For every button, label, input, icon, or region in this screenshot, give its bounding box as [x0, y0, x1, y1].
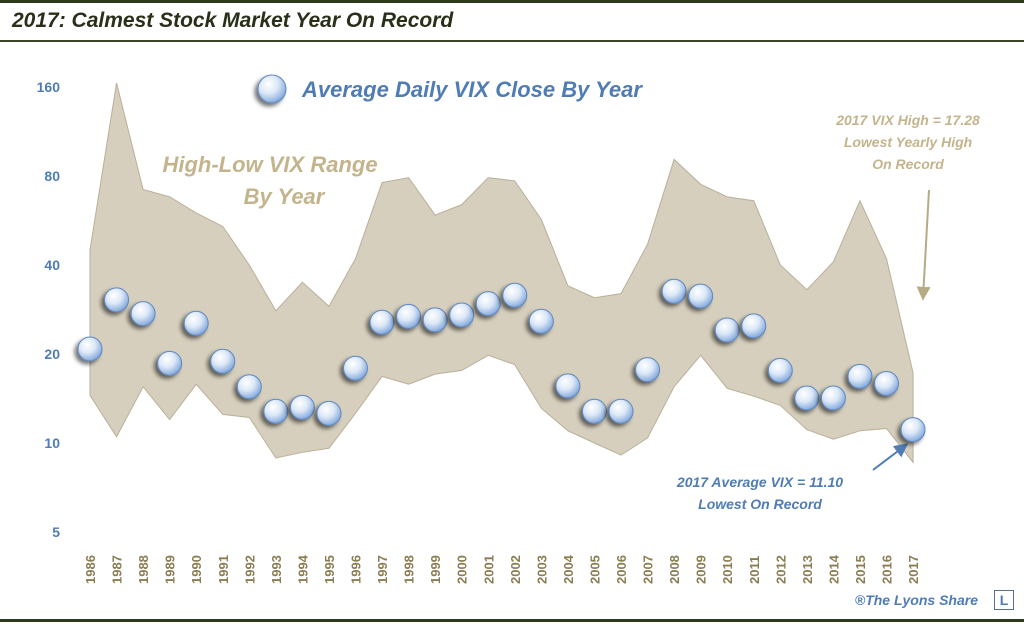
- average-vix-bubble: [157, 350, 183, 376]
- y-tick-label: 80: [44, 168, 60, 184]
- chart-title: 2017: Calmest Stock Market Year On Recor…: [12, 9, 454, 32]
- y-tick-label: 160: [37, 79, 61, 95]
- x-tick-label: 2017: [906, 555, 921, 584]
- title-bar: 2017: Calmest Stock Market Year On Recor…: [0, 0, 1024, 40]
- legend-average-label: Average Daily VIX Close By Year: [301, 77, 643, 102]
- x-tick-label: 2015: [853, 555, 868, 584]
- average-vix-bubble: [396, 303, 422, 329]
- x-tick-label: 2010: [720, 555, 735, 584]
- y-axis-ticks: 160 80 40 20 10 5: [37, 79, 61, 540]
- average-vix-bubble: [635, 357, 661, 383]
- average-vix-bubble: [820, 385, 846, 411]
- annotation-avg-line2: Lowest On Record: [698, 496, 822, 512]
- average-vix-bubble: [847, 363, 873, 389]
- average-vix-bubble: [767, 357, 793, 383]
- lyons-logo-icon: L: [994, 590, 1014, 610]
- average-vix-bubble: [794, 385, 820, 411]
- x-tick-label: 1986: [83, 555, 98, 584]
- average-vix-bubble: [369, 309, 395, 335]
- average-vix-bubble: [449, 302, 475, 328]
- x-tick-label: 1999: [428, 555, 443, 584]
- x-tick-label: 1989: [163, 555, 178, 584]
- average-vix-bubble: [608, 398, 634, 424]
- legend-range-label-line2: By Year: [244, 184, 326, 209]
- annotation-high-line3: On Record: [872, 156, 944, 172]
- average-vix-bubble: [236, 374, 262, 400]
- average-vix-bubble: [741, 313, 767, 339]
- annotation-avg-line1: 2017 Average VIX = 11.10: [676, 474, 843, 490]
- x-axis-ticks: 1986 1987 1988 1989 1990 1991 1992 1993 1994 1995…: [83, 554, 921, 584]
- x-tick-label: 2001: [481, 555, 496, 584]
- bottom-divider: [0, 619, 1024, 622]
- y-tick-label: 10: [44, 435, 60, 451]
- average-vix-bubble: [343, 355, 368, 381]
- x-tick-label: 2007: [641, 555, 656, 584]
- average-vix-bubble: [874, 370, 899, 396]
- average-vix-bubble: [183, 310, 209, 336]
- average-vix-bubble: [475, 291, 501, 317]
- average-vix-bubble: [661, 278, 687, 304]
- average-vix-bubble: [316, 400, 342, 426]
- average-vix-bubble: [210, 348, 236, 374]
- annotation-high-line1: 2017 VIX High = 17.28: [835, 112, 980, 128]
- x-tick-label: 2016: [880, 555, 895, 584]
- legend-range-label-line1: High-Low VIX Range: [162, 152, 377, 177]
- average-vix-bubble: [130, 301, 156, 327]
- x-tick-label: 2003: [534, 555, 549, 584]
- y-tick-label: 40: [44, 257, 60, 273]
- legend-bubble-icon: [257, 74, 287, 104]
- x-tick-label: 2014: [826, 554, 841, 584]
- x-tick-label: 1994: [295, 554, 310, 584]
- x-tick-label: 1995: [322, 555, 337, 584]
- average-vix-bubble: [555, 373, 581, 399]
- average-vix-bubble: [714, 317, 740, 343]
- average-vix-bubble: [688, 283, 714, 309]
- average-vix-bubble: [289, 394, 315, 420]
- average-vix-bubble: [422, 307, 448, 333]
- annotation-high-line2: Lowest Yearly High: [844, 134, 972, 150]
- annotation-2017-average: 2017 Average VIX = 11.10 Lowest On Recor…: [676, 443, 909, 512]
- high-low-range-band: [89, 82, 914, 464]
- credit-text: ®The Lyons Share: [854, 592, 978, 608]
- x-tick-label: 2000: [455, 555, 470, 584]
- average-vix-bubbles: [77, 278, 926, 443]
- annotation-2017-high: 2017 VIX High = 17.28 Lowest Yearly High…: [835, 112, 980, 301]
- x-tick-label: 1992: [242, 555, 257, 584]
- average-vix-bubble: [900, 417, 926, 443]
- x-tick-label: 1988: [136, 555, 151, 584]
- x-tick-label: 2004: [561, 554, 576, 584]
- y-tick-label: 5: [52, 524, 60, 540]
- x-tick-label: 2005: [587, 555, 602, 584]
- average-vix-bubble: [528, 308, 554, 334]
- average-vix-bubble: [581, 398, 607, 424]
- x-tick-label: 2013: [800, 555, 815, 584]
- x-tick-label: 1996: [349, 555, 364, 584]
- average-vix-bubble: [502, 282, 528, 308]
- x-tick-label: 2008: [667, 555, 682, 584]
- title-divider: [0, 40, 1024, 42]
- annotation-avg-arrow: [872, 443, 909, 471]
- x-tick-label: 1991: [216, 555, 231, 584]
- x-tick-label: 1987: [110, 555, 125, 584]
- average-vix-bubble: [263, 398, 289, 424]
- x-tick-label: 2012: [773, 555, 788, 584]
- x-tick-label: 2009: [694, 555, 709, 584]
- x-tick-label: 2006: [614, 555, 629, 584]
- y-tick-label: 20: [44, 346, 60, 362]
- x-tick-label: 1998: [402, 555, 417, 584]
- annotation-high-arrow: [916, 189, 931, 301]
- x-tick-label: 1990: [189, 555, 204, 584]
- average-vix-bubble: [104, 287, 130, 313]
- x-tick-label: 1997: [375, 555, 390, 584]
- x-tick-label: 2002: [508, 555, 523, 584]
- x-tick-label: 1993: [269, 555, 284, 584]
- average-vix-bubble: [77, 336, 103, 362]
- x-tick-label: 2011: [747, 556, 762, 584]
